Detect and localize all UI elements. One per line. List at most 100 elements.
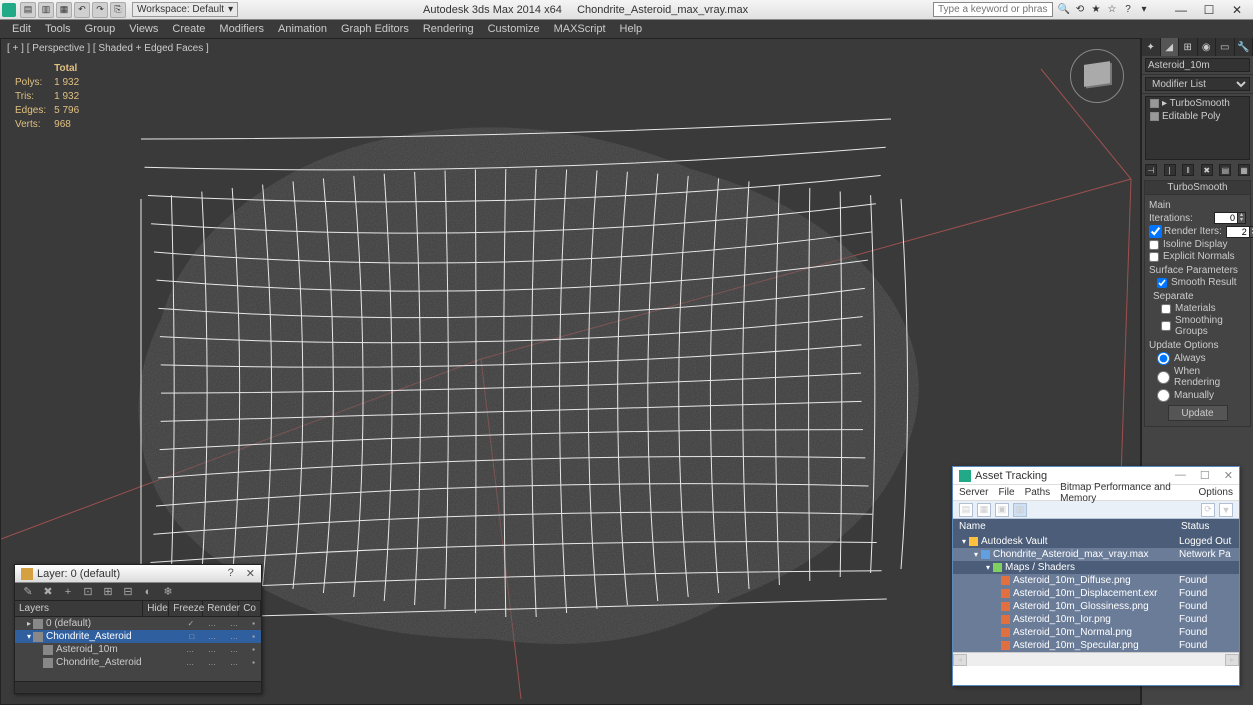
materials-check[interactable] <box>1161 304 1171 314</box>
menu-item[interactable]: Views <box>129 23 158 35</box>
expand-icon[interactable]: ▸ <box>27 619 31 628</box>
explicit-normals-check[interactable] <box>1149 252 1159 262</box>
scroll-right-icon[interactable]: ▸ <box>1225 654 1239 666</box>
select-objects-icon[interactable]: ⊡ <box>81 585 95 599</box>
spinner-arrows-icon[interactable]: ▴▾ <box>1238 212 1246 224</box>
expand-icon[interactable]: ▾ <box>27 632 31 641</box>
modifier-stack-item[interactable]: ▸ TurboSmooth <box>1146 97 1249 110</box>
layer-window-title[interactable]: Layer: 0 (default) ?✕ <box>15 565 261 583</box>
viewcube[interactable] <box>1070 49 1124 103</box>
add-layer-icon[interactable]: + <box>61 585 75 599</box>
filter-icon[interactable]: ▼ <box>1219 503 1233 517</box>
asset-row[interactable]: Asteroid_10m_Diffuse.pngFound <box>953 574 1239 587</box>
smoothing-groups-check[interactable] <box>1161 321 1171 331</box>
list-view-icon[interactable]: ▥ <box>1013 503 1027 517</box>
minimize-icon[interactable]: — <box>1175 4 1187 16</box>
minimize-icon[interactable]: — <box>1175 469 1186 482</box>
new-file-icon[interactable]: ▤ <box>20 2 36 18</box>
new-layer-icon[interactable]: ✎ <box>21 585 35 599</box>
open-file-icon[interactable]: ▥ <box>38 2 54 18</box>
undo-icon[interactable]: ↶ <box>74 2 90 18</box>
scroll-left-icon[interactable]: ◂ <box>953 654 967 666</box>
asset-menu-item[interactable]: Server <box>959 487 988 498</box>
link-icon[interactable]: ⎘ <box>110 2 126 18</box>
make-unique-icon[interactable]: ‖ <box>1182 164 1194 176</box>
update-manually-radio[interactable] <box>1157 389 1170 402</box>
menu-item[interactable]: MAXScript <box>554 23 606 35</box>
workspace-selector[interactable]: Workspace: Default ▾ <box>132 2 238 17</box>
connect-icon[interactable]: ⟲ <box>1073 3 1087 17</box>
table-view-icon[interactable]: ▦ <box>977 503 991 517</box>
isoline-check[interactable] <box>1149 240 1159 250</box>
asset-menu-item[interactable]: Paths <box>1025 487 1051 498</box>
search-input[interactable] <box>933 2 1053 17</box>
layer-row[interactable]: Asteroid_10m………▪ <box>15 643 261 656</box>
help-icon[interactable]: ? <box>1121 3 1135 17</box>
update-rendering-radio[interactable] <box>1157 371 1170 384</box>
asset-menu-item[interactable]: File <box>998 487 1014 498</box>
asset-row[interactable]: Asteroid_10m_Specular.pngFound <box>953 639 1239 652</box>
modifier-stack[interactable]: ▸ TurboSmoothEditable Poly <box>1145 96 1250 160</box>
layer-row[interactable]: Chondrite_Asteroid………▪ <box>15 656 261 669</box>
star-icon[interactable]: ★ <box>1089 3 1103 17</box>
configure-icon[interactable]: ▤ <box>1219 164 1231 176</box>
modifier-stack-item[interactable]: Editable Poly <box>1146 110 1249 123</box>
asset-row[interactable]: ▾Chondrite_Asteroid_max_vray.maxNetwork … <box>953 548 1239 561</box>
asset-row[interactable]: ▾Maps / Shaders <box>953 561 1239 574</box>
menu-item[interactable]: Modifiers <box>219 23 264 35</box>
viewport-label[interactable]: [ + ] [ Perspective ] [ Shaded + Edged F… <box>7 43 209 54</box>
menu-item[interactable]: Help <box>620 23 643 35</box>
freeze-icon[interactable]: ❄ <box>161 585 175 599</box>
icon-view-icon[interactable]: ▣ <box>995 503 1009 517</box>
refresh-icon[interactable]: ⟳ <box>1201 503 1215 517</box>
render-iters-check[interactable] <box>1149 225 1162 238</box>
layer-row[interactable]: ▸0 (default)✓……▪ <box>15 617 261 630</box>
asset-scrollbar[interactable]: ◂ ▸ <box>953 652 1239 666</box>
close-icon[interactable]: ✕ <box>1231 4 1243 16</box>
asset-row[interactable]: Asteroid_10m_Ior.pngFound <box>953 613 1239 626</box>
asset-menu-item[interactable]: Bitmap Performance and Memory <box>1060 482 1188 504</box>
asset-tracking-window[interactable]: Asset Tracking —☐✕ ServerFilePathsBitmap… <box>952 466 1240 686</box>
col-hide[interactable]: Hide <box>143 601 169 616</box>
col-color[interactable]: Co <box>239 601 261 616</box>
menu-item[interactable]: Create <box>172 23 205 35</box>
show-end-icon[interactable]: | <box>1164 164 1176 176</box>
hide-unhide-icon[interactable]: ◐ <box>141 585 155 599</box>
favorite-icon[interactable]: ☆ <box>1105 3 1119 17</box>
layer-window[interactable]: Layer: 0 (default) ?✕ ✎ ✖ + ⊡ ⊞ ⊟ ◐ ❄ La… <box>14 564 262 694</box>
pin-stack-icon[interactable]: ⊣ <box>1145 164 1157 176</box>
chevron-down-icon[interactable]: ▾ <box>1137 3 1151 17</box>
maximize-icon[interactable]: ☐ <box>1200 469 1210 482</box>
asset-menu-item[interactable]: Options <box>1199 487 1233 498</box>
app-icon[interactable] <box>2 3 16 17</box>
col-freeze[interactable]: Freeze <box>169 601 203 616</box>
utilities-tab-icon[interactable]: 🔧 <box>1235 38 1253 56</box>
menu-item[interactable]: Customize <box>488 23 540 35</box>
iterations-input[interactable] <box>1214 212 1238 224</box>
hierarchy-tab-icon[interactable]: ⊞ <box>1179 38 1198 56</box>
col-status[interactable]: Status <box>1175 519 1239 535</box>
menu-item[interactable]: Graph Editors <box>341 23 409 35</box>
asset-row[interactable]: Asteroid_10m_Glossiness.pngFound <box>953 600 1239 613</box>
menu-item[interactable]: Tools <box>45 23 71 35</box>
menu-item[interactable]: Rendering <box>423 23 474 35</box>
maximize-icon[interactable]: ☐ <box>1203 4 1215 16</box>
create-tab-icon[interactable]: ✦ <box>1142 38 1161 56</box>
render-iters-input[interactable] <box>1226 226 1250 238</box>
close-icon[interactable]: ✕ <box>246 567 255 580</box>
layer-scrollbar[interactable] <box>15 681 261 693</box>
asset-row[interactable]: ▾Autodesk VaultLogged Out <box>953 535 1239 548</box>
motion-tab-icon[interactable]: ◉ <box>1198 38 1217 56</box>
modify-tab-icon[interactable]: ◢ <box>1161 38 1180 56</box>
object-name-input[interactable] <box>1145 58 1250 72</box>
col-layers[interactable]: Layers <box>15 601 143 616</box>
delete-layer-icon[interactable]: ✖ <box>41 585 55 599</box>
save-icon[interactable]: ▦ <box>56 2 72 18</box>
layer-row[interactable]: ▾Chondrite_Asteroid□……▪ <box>15 630 261 643</box>
col-name[interactable]: Name <box>953 519 1175 535</box>
sets-icon[interactable]: ▦ <box>1238 164 1250 176</box>
update-button[interactable]: Update <box>1168 405 1228 421</box>
highlight-icon[interactable]: ⊞ <box>101 585 115 599</box>
show-modifier-icon[interactable] <box>1150 112 1159 121</box>
modifier-list-select[interactable]: Modifier List <box>1145 77 1250 91</box>
